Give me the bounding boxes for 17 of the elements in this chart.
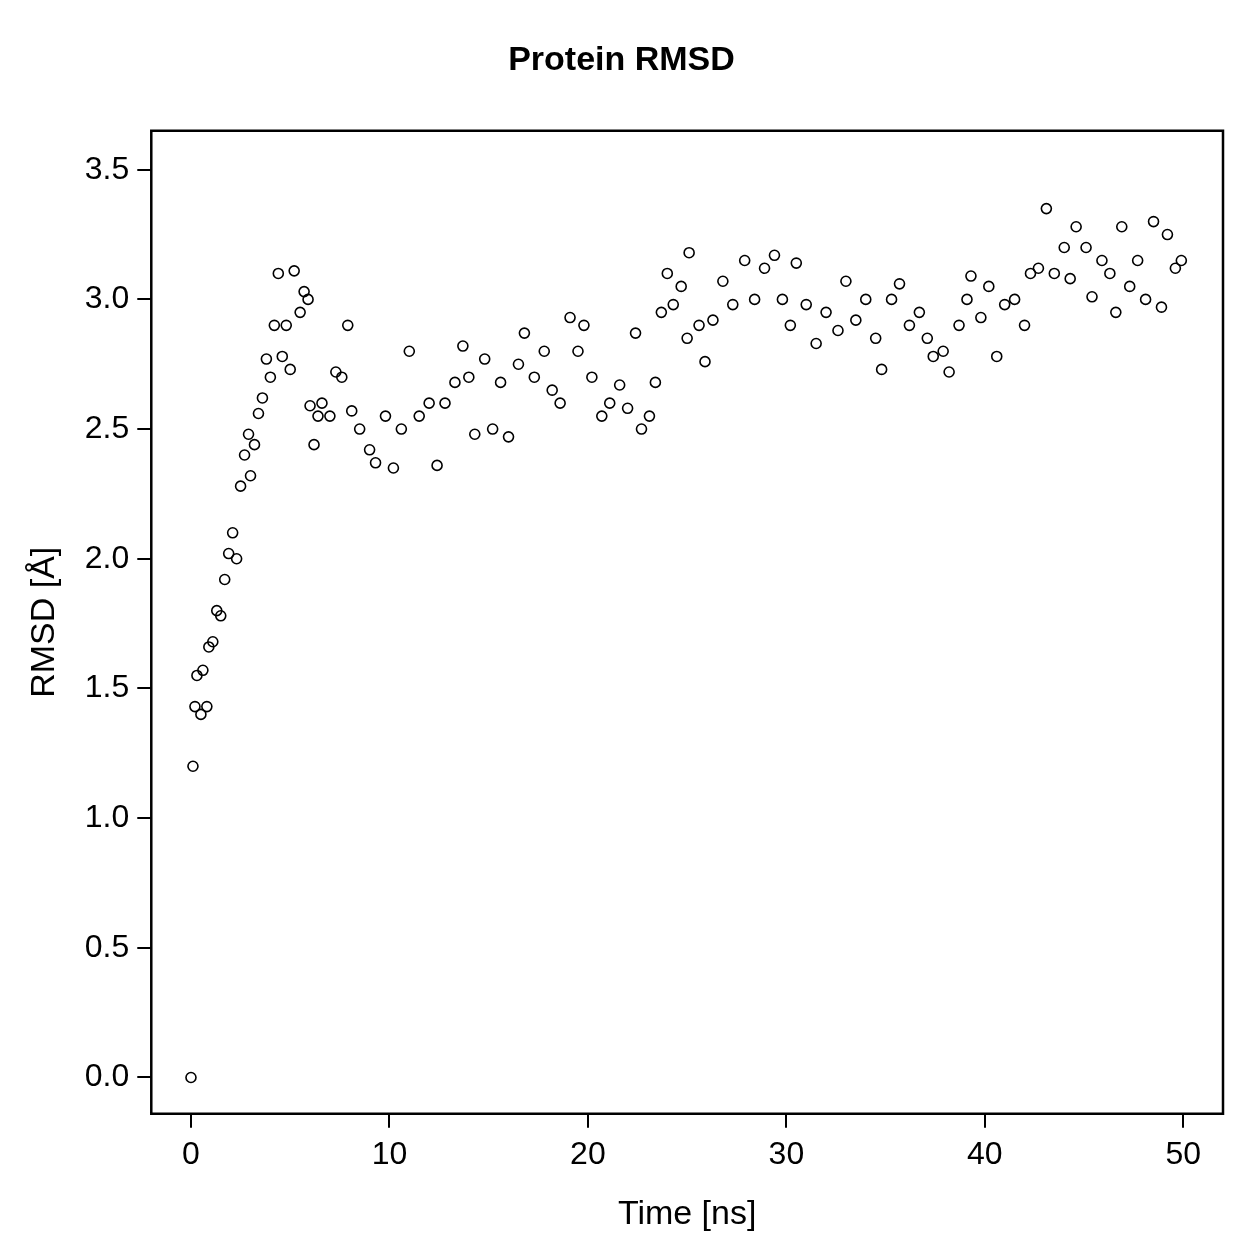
- chart-title: Protein RMSD: [508, 38, 735, 77]
- y-tick-label: 2.5: [84, 408, 130, 445]
- x-tick-label: 10: [371, 1134, 408, 1171]
- y-tick-label: 3.5: [84, 149, 130, 186]
- y-tick-label: 1.5: [84, 668, 130, 705]
- x-axis-title: Time [ns]: [617, 1192, 757, 1231]
- y-tick-label: 1.0: [84, 797, 130, 834]
- x-tick-label: 0: [182, 1134, 200, 1171]
- x-tick-label: 40: [967, 1134, 1003, 1171]
- x-tick-label: 30: [768, 1134, 805, 1171]
- x-tick-label: 20: [570, 1134, 606, 1171]
- y-axis-title: RMSD [Å]: [22, 546, 61, 698]
- x-tick-label: 50: [1165, 1134, 1202, 1171]
- y-tick-label: 2.0: [84, 538, 130, 575]
- y-tick-label: 0.0: [84, 1057, 130, 1094]
- y-tick-label: 0.5: [84, 927, 130, 964]
- y-tick-label: 3.0: [84, 279, 130, 316]
